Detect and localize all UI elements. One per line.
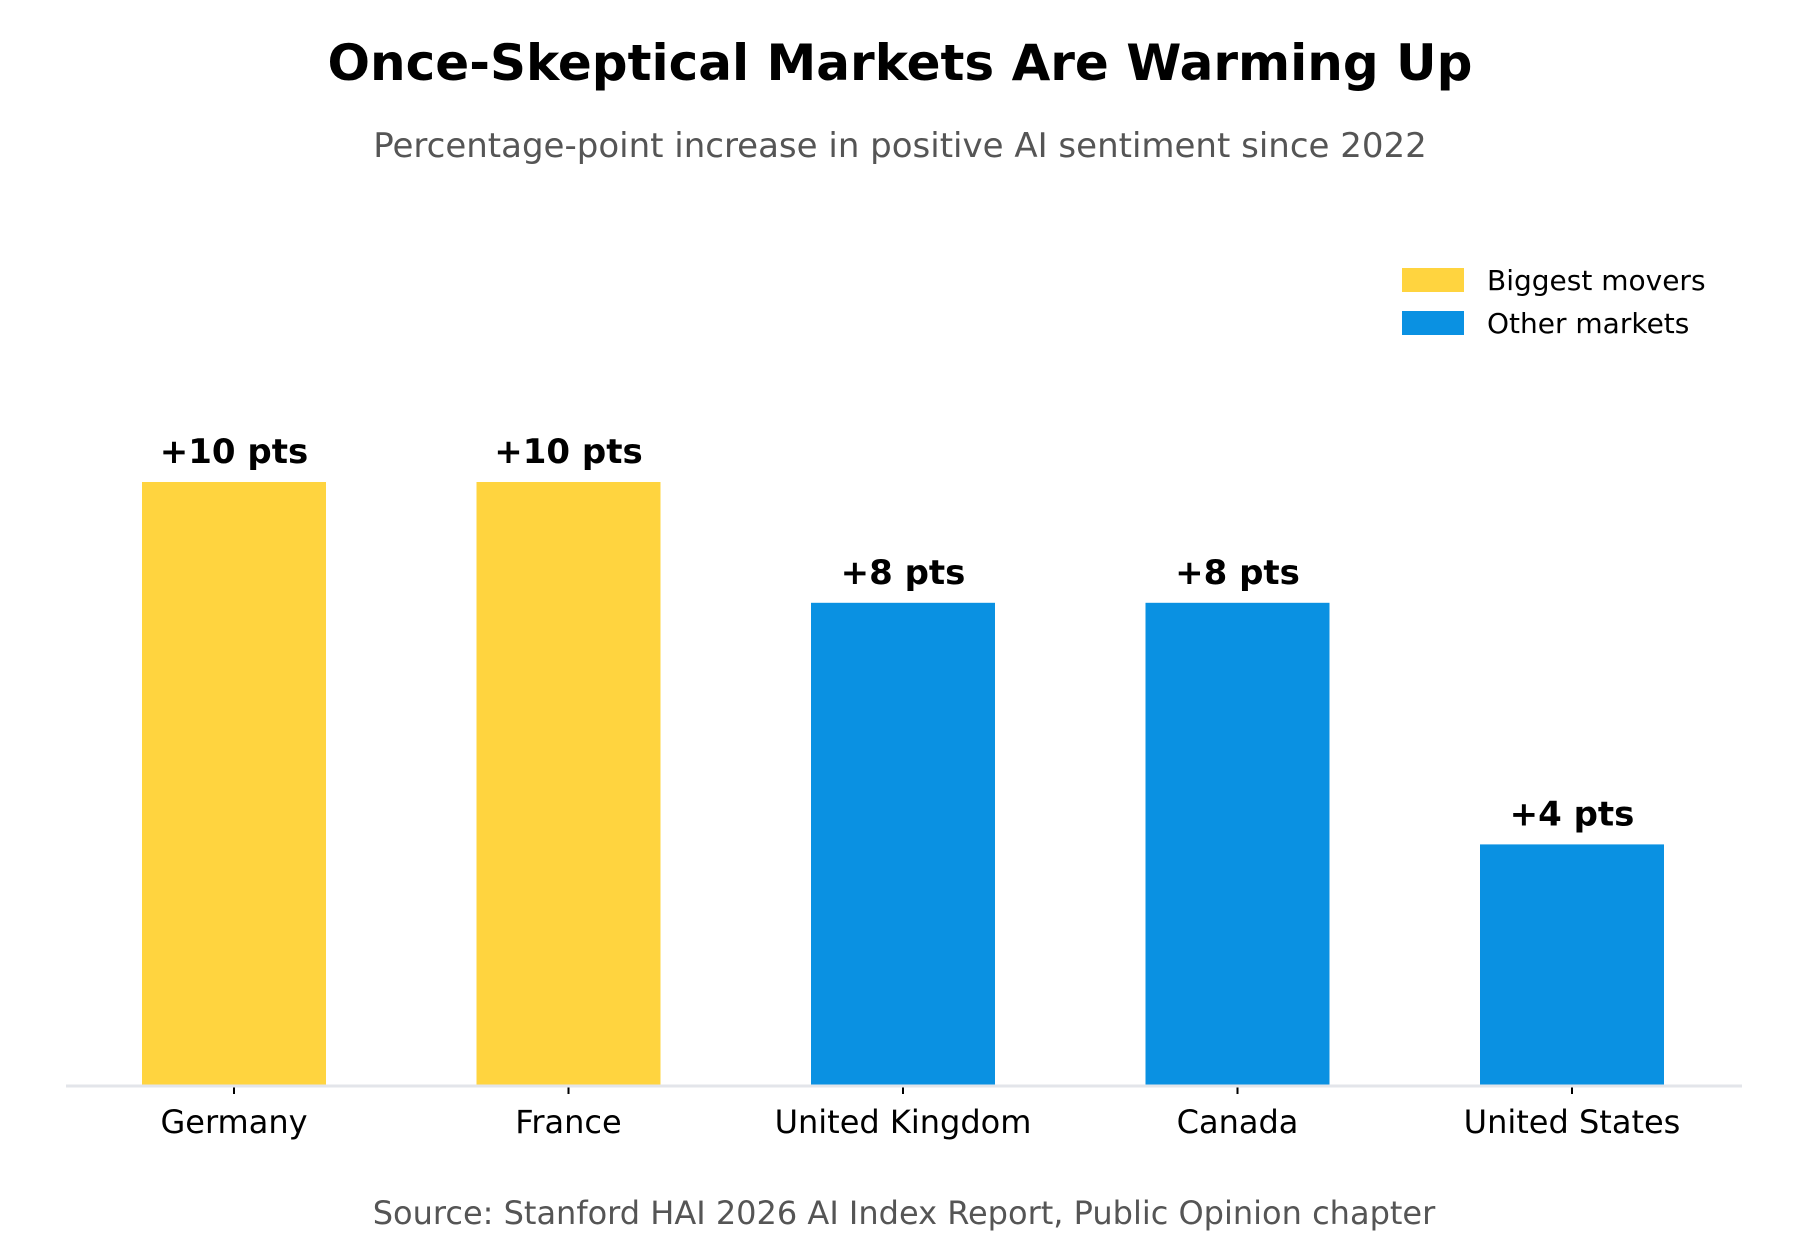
legend-swatch-biggest-movers	[1402, 268, 1464, 292]
bar-germany	[142, 482, 326, 1086]
legend-label-biggest-movers: Biggest movers	[1487, 264, 1706, 297]
legend-label-other-markets: Other markets	[1487, 307, 1689, 340]
bar-united-kingdom	[811, 602, 995, 1086]
bar-france	[476, 482, 661, 1086]
data-label-united-kingdom: +8 pts	[841, 553, 966, 593]
legend: Biggest movers Other markets	[1402, 264, 1706, 340]
data-label-united-states: +4 pts	[1510, 794, 1635, 834]
source-note: Source: Stanford HAI 2026 AI Index Repor…	[373, 1194, 1436, 1232]
chart-title: Once-Skeptical Markets Are Warming Up	[328, 34, 1473, 92]
x-tick-label-germany: Germany	[160, 1103, 307, 1141]
x-tick-label-united-states: United States	[1464, 1103, 1681, 1141]
data-label-germany: +10 pts	[160, 432, 308, 472]
chart-subtitle: Percentage-point increase in positive AI…	[373, 126, 1427, 166]
bar-canada	[1145, 602, 1330, 1086]
plot-area: Germany +10 pts France +10 pts United Kingdo…	[142, 432, 1680, 1141]
x-tick-label-france: France	[515, 1103, 621, 1141]
data-label-france: +10 pts	[494, 432, 642, 472]
x-tick-label-united-kingdom: United Kingdom	[775, 1103, 1032, 1141]
data-label-canada: +8 pts	[1175, 553, 1300, 593]
legend-swatch-other-markets	[1402, 311, 1464, 335]
x-tick-label-canada: Canada	[1177, 1103, 1299, 1141]
bar-united-states	[1480, 844, 1664, 1086]
